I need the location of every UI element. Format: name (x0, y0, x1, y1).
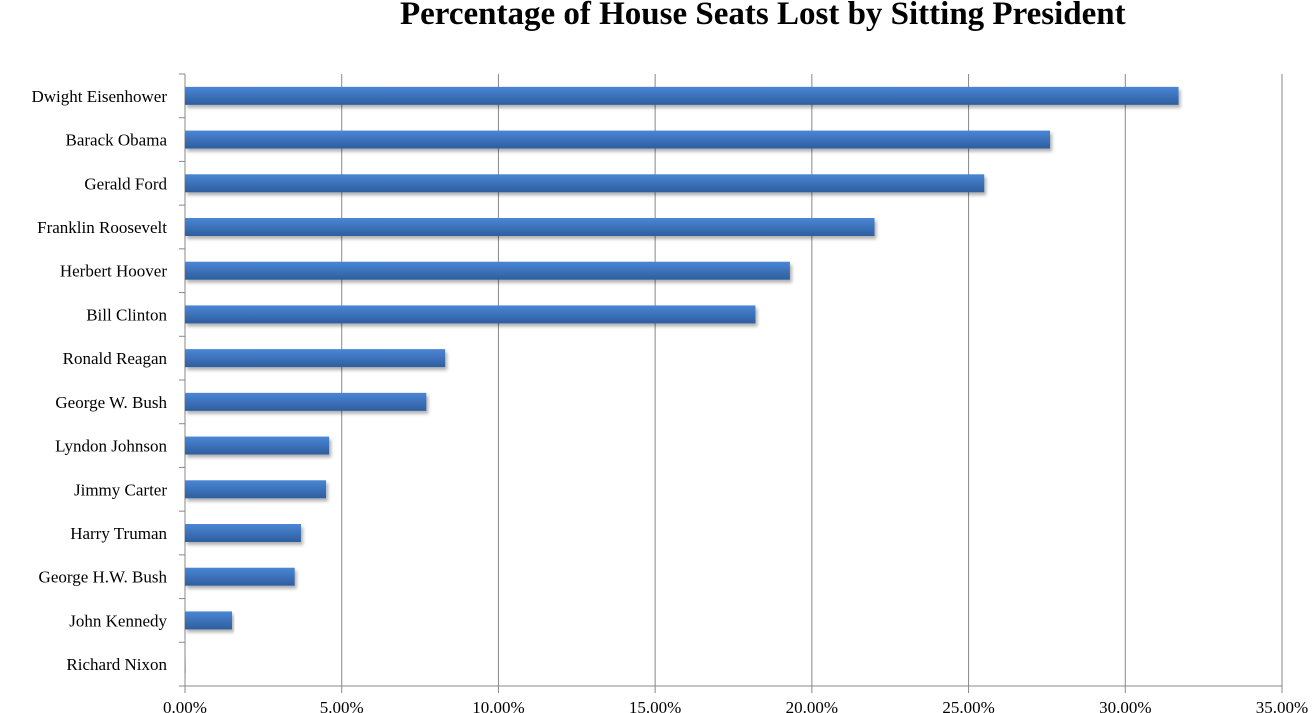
category-label: Lyndon Johnson (55, 437, 167, 456)
category-label: Franklin Roosevelt (37, 218, 167, 237)
x-tick-label: 25.00% (942, 698, 994, 713)
bar (185, 392, 427, 411)
category-label: Jimmy Carter (74, 480, 167, 499)
chart-title: Percentage of House Seats Lost by Sittin… (400, 0, 1126, 32)
bar (185, 436, 330, 455)
bar (185, 655, 186, 674)
bar (185, 349, 446, 368)
bar (185, 174, 985, 193)
category-label: Dwight Eisenhower (31, 87, 167, 106)
category-label: Bill Clinton (86, 305, 167, 324)
bar (185, 261, 790, 280)
bar (185, 130, 1051, 149)
x-tick-label: 10.00% (472, 698, 524, 713)
category-label: Gerald Ford (84, 174, 167, 193)
bar (185, 305, 756, 324)
x-tick-label: 20.00% (786, 698, 838, 713)
x-tick-label: 35.00% (1256, 698, 1308, 713)
bar (185, 567, 295, 586)
category-label: Herbert Hoover (60, 262, 167, 281)
x-tick-label: 15.00% (629, 698, 681, 713)
category-label: Barack Obama (66, 131, 168, 150)
category-label: Richard Nixon (66, 655, 167, 674)
x-tick-label: 5.00% (320, 698, 364, 713)
category-label: George W. Bush (55, 393, 167, 412)
category-label: John Kennedy (69, 611, 167, 630)
bar (185, 480, 327, 499)
bar (185, 524, 301, 542)
bar (185, 86, 1179, 105)
category-label: Ronald Reagan (63, 349, 168, 368)
x-tick-label: 30.00% (1099, 698, 1151, 713)
x-tick-label: 0.00% (163, 698, 207, 713)
bar (185, 218, 875, 236)
category-label: George H.W. Bush (39, 568, 168, 587)
category-label: Harry Truman (70, 524, 167, 543)
bar (185, 611, 233, 630)
